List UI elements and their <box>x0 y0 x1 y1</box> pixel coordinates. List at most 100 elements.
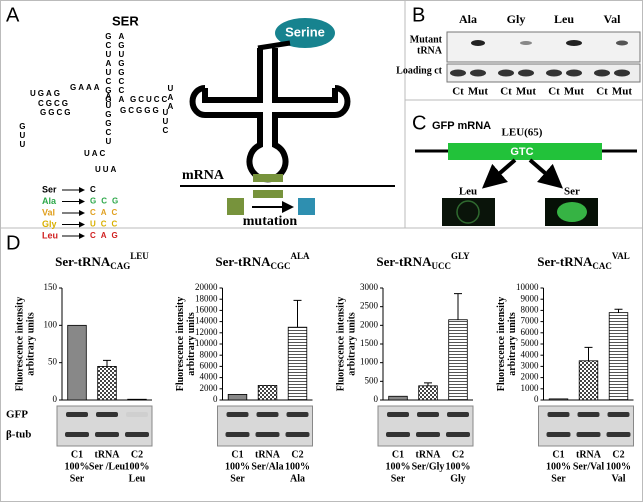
sequence-fragment: AUGGCU <box>104 92 113 146</box>
sequence-fragment: GUU <box>18 122 27 149</box>
band <box>225 432 250 437</box>
y-tick-label: 150 <box>44 282 58 292</box>
title-sup: LEU <box>130 251 149 261</box>
band <box>446 432 470 437</box>
y-tick-label: 12000 <box>195 327 218 337</box>
blot-label: β-tub <box>6 429 31 441</box>
x-tick-label: C2 <box>452 449 464 460</box>
arrow <box>481 158 517 189</box>
y-tick-label: 2000 <box>200 383 219 393</box>
x-tick-label: tRNA <box>416 449 442 460</box>
outcome-label: Ser <box>564 186 580 198</box>
y-tick-label: 2000 <box>521 372 540 382</box>
bar <box>257 385 278 401</box>
bar <box>548 398 569 401</box>
codon-box <box>253 190 283 198</box>
x-tick-label: 100% <box>386 461 411 472</box>
amino-acid <box>275 18 335 48</box>
lane-title: Leu <box>554 12 574 26</box>
y-tick-label: 2000 <box>360 319 379 329</box>
x-tick-label: tRNA <box>255 449 281 460</box>
band <box>607 412 630 417</box>
x-tick-label: Leu <box>129 473 146 484</box>
chart-title: Ser-tRNACACVAL <box>537 251 629 271</box>
sequence-fragment: GAAA <box>70 83 102 92</box>
y-axis-label: arbitrary units <box>186 312 197 376</box>
x-tick-label: C2 <box>291 449 303 460</box>
panel-label: D <box>6 232 20 254</box>
y-tick-label: 100 <box>44 319 58 329</box>
anticodon: C <box>90 185 101 194</box>
band <box>387 412 409 417</box>
y-tick-label: 3000 <box>360 282 379 292</box>
embryo <box>557 202 587 222</box>
panel-label: A <box>6 4 20 26</box>
y-tick-label: 8000 <box>200 349 219 359</box>
x-tick-label: tRNA <box>95 449 121 460</box>
error-bar <box>614 308 623 313</box>
band <box>255 432 280 437</box>
title-main: Ser-tRNA <box>376 254 432 269</box>
x-tick-label: Ser/Ala <box>251 461 283 472</box>
y-tick-label: 16000 <box>195 304 218 314</box>
bar <box>448 319 468 401</box>
band <box>576 432 601 437</box>
title-main: Ser-tRNA <box>537 254 593 269</box>
y-tick-label: 2500 <box>360 301 379 311</box>
title-sub: CGC <box>271 261 291 271</box>
y-axis-label: arbitrary units <box>507 312 518 376</box>
bar <box>388 395 408 401</box>
x-tick-label: tRNA <box>576 449 602 460</box>
x-tick-label: C1 <box>231 449 243 460</box>
y-tick-label: 8000 <box>521 304 540 314</box>
x-tick-label: 100% <box>446 461 471 472</box>
panel-label: C <box>412 112 426 134</box>
sequence-fragment: CGCG <box>38 99 70 108</box>
anticodon-name: Ala <box>42 196 57 206</box>
anticodon: UCC <box>90 220 122 229</box>
anticodon-name: Leu <box>42 230 58 240</box>
x-tick-label: Ser /Leu <box>89 461 126 472</box>
lane-label: Mut <box>612 86 633 98</box>
mut-square <box>298 198 315 215</box>
y-tick-label: 0 <box>53 394 58 404</box>
error-bar <box>454 293 462 320</box>
panel-b: Ala Gly Leu Val Ct Mut Ct Mut Ct Mut Ct Mut MutanttR… <box>396 12 641 98</box>
sequence-fragment: UAA <box>166 84 175 111</box>
lane-title: Gly <box>507 12 526 26</box>
band <box>417 412 439 417</box>
title-sub: CAG <box>110 261 130 271</box>
y-tick-label: 1000 <box>521 383 540 393</box>
lane-title: Ala <box>459 12 477 26</box>
band <box>226 412 249 417</box>
band <box>471 40 485 46</box>
x-tick-label: Ser <box>230 473 245 484</box>
y-tick-label: 50 <box>48 357 58 367</box>
band <box>547 412 570 417</box>
y-tick-label: 10000 <box>516 282 539 292</box>
band <box>546 432 571 437</box>
y-tick-label: 4000 <box>200 372 219 382</box>
band <box>416 432 440 437</box>
outcome-label: Leu <box>459 186 477 198</box>
x-tick-label: 100% <box>606 461 631 472</box>
bar <box>608 312 629 401</box>
stem <box>257 40 291 51</box>
lane-label: Ct <box>500 86 512 98</box>
anticodon: CAG <box>90 231 123 240</box>
chart-title: Ser-tRNAUCCGLY <box>376 251 470 271</box>
x-tick-label: 100% <box>125 461 150 472</box>
anticodon: GCG <box>90 197 123 206</box>
embryo <box>456 200 480 224</box>
anticodon-legend: Ser C Ala GCG Val CAC Gly UCC Leu CAG <box>42 184 123 240</box>
lane-label: Ct <box>452 86 464 98</box>
panel-label: B <box>412 4 425 26</box>
band <box>65 432 89 437</box>
band <box>606 432 631 437</box>
y-axis-label: arbitrary units <box>25 312 36 376</box>
trna-shape <box>189 48 351 183</box>
trna-name: SER <box>112 13 139 28</box>
y-tick-label: 20000 <box>195 282 218 292</box>
